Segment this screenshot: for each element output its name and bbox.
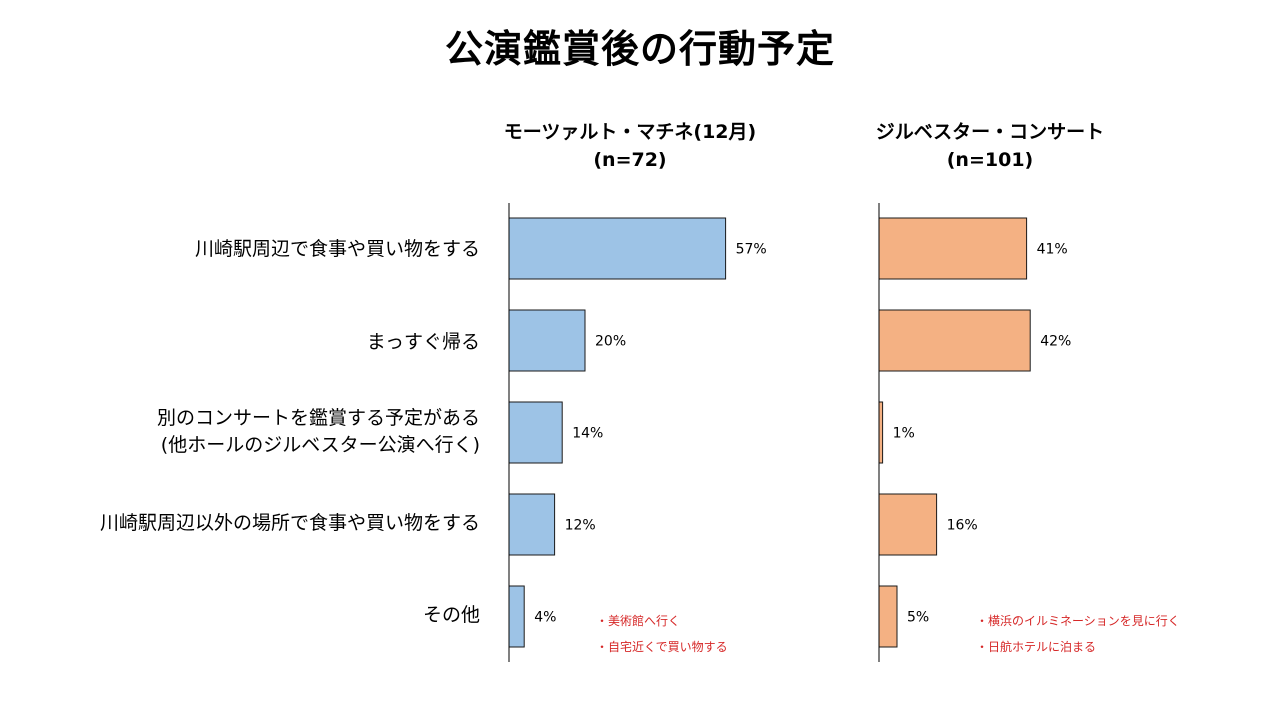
data-label: 16% (947, 518, 978, 534)
left-chart-title: モーツァルト・マチネ(12月) (503, 121, 757, 143)
page-title: 公演鑑賞後の行動予定 (444, 27, 835, 71)
note-item: ・横浜のイルミネーションを見に行く (976, 614, 1180, 628)
bar (878, 493, 938, 556)
category-label: 別のコンサートを鑑賞する予定がある (他ホールのジルベスター公演へ行く) (156, 407, 480, 456)
bar (508, 217, 727, 280)
bar (878, 309, 1031, 372)
category-label: その他 (422, 604, 480, 626)
right-chart-notes: ・横浜のイルミネーションを見に行く ・日航ホテルに泊まる (976, 608, 1180, 660)
left-chart-notes: ・美術館へ行く ・自宅近くで買い物する (596, 608, 728, 660)
note-item: ・美術館へ行く (596, 614, 681, 628)
data-label: 20% (595, 334, 626, 350)
note-item: ・自宅近くで買い物する (596, 640, 728, 654)
right-chart-title: ジルベスター・コンサート (875, 121, 1105, 143)
bar (878, 217, 1028, 280)
left-chart-header: モーツァルト・マチネ(12月) (n=72) (470, 118, 790, 174)
right-chart-header: ジルベスター・コンサート (n=101) (840, 118, 1140, 174)
category-label: 川崎駅周辺以外の場所で食事や買い物をする (99, 512, 480, 534)
bar (878, 401, 884, 464)
category-label: まっすぐ帰る (366, 331, 480, 353)
bar (508, 493, 556, 556)
data-label: 42% (1040, 334, 1071, 350)
data-label: 57% (736, 242, 767, 258)
bar (878, 585, 898, 648)
note-item: ・日航ホテルに泊まる (976, 640, 1097, 654)
bar (508, 401, 563, 464)
right-chart-subtitle: (n=101) (946, 149, 1034, 171)
category-label: 川崎駅周辺で食事や買い物をする (194, 238, 480, 260)
left-chart-subtitle: (n=72) (593, 149, 667, 171)
right-chart: 41% 42% 1% 16% 5% (878, 203, 1071, 662)
data-label: 5% (907, 610, 929, 626)
data-label: 1% (893, 426, 915, 442)
bar (508, 309, 586, 372)
data-label: 12% (565, 518, 596, 534)
left-chart: 57% 20% 14% 12% 4% (508, 203, 767, 662)
data-label: 14% (572, 426, 603, 442)
data-label: 4% (534, 610, 556, 626)
bar (508, 585, 525, 648)
data-label: 41% (1037, 242, 1068, 258)
